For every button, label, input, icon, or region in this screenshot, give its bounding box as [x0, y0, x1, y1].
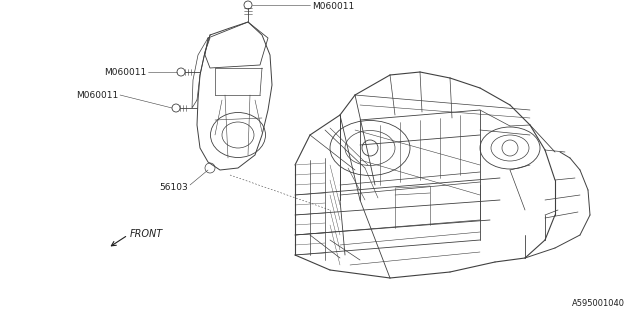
Text: M060011: M060011	[104, 68, 146, 76]
Text: M060011: M060011	[312, 2, 355, 11]
Text: FRONT: FRONT	[130, 229, 163, 239]
Text: A595001040: A595001040	[572, 299, 625, 308]
Text: 56103: 56103	[159, 182, 188, 191]
Text: M060011: M060011	[76, 91, 118, 100]
